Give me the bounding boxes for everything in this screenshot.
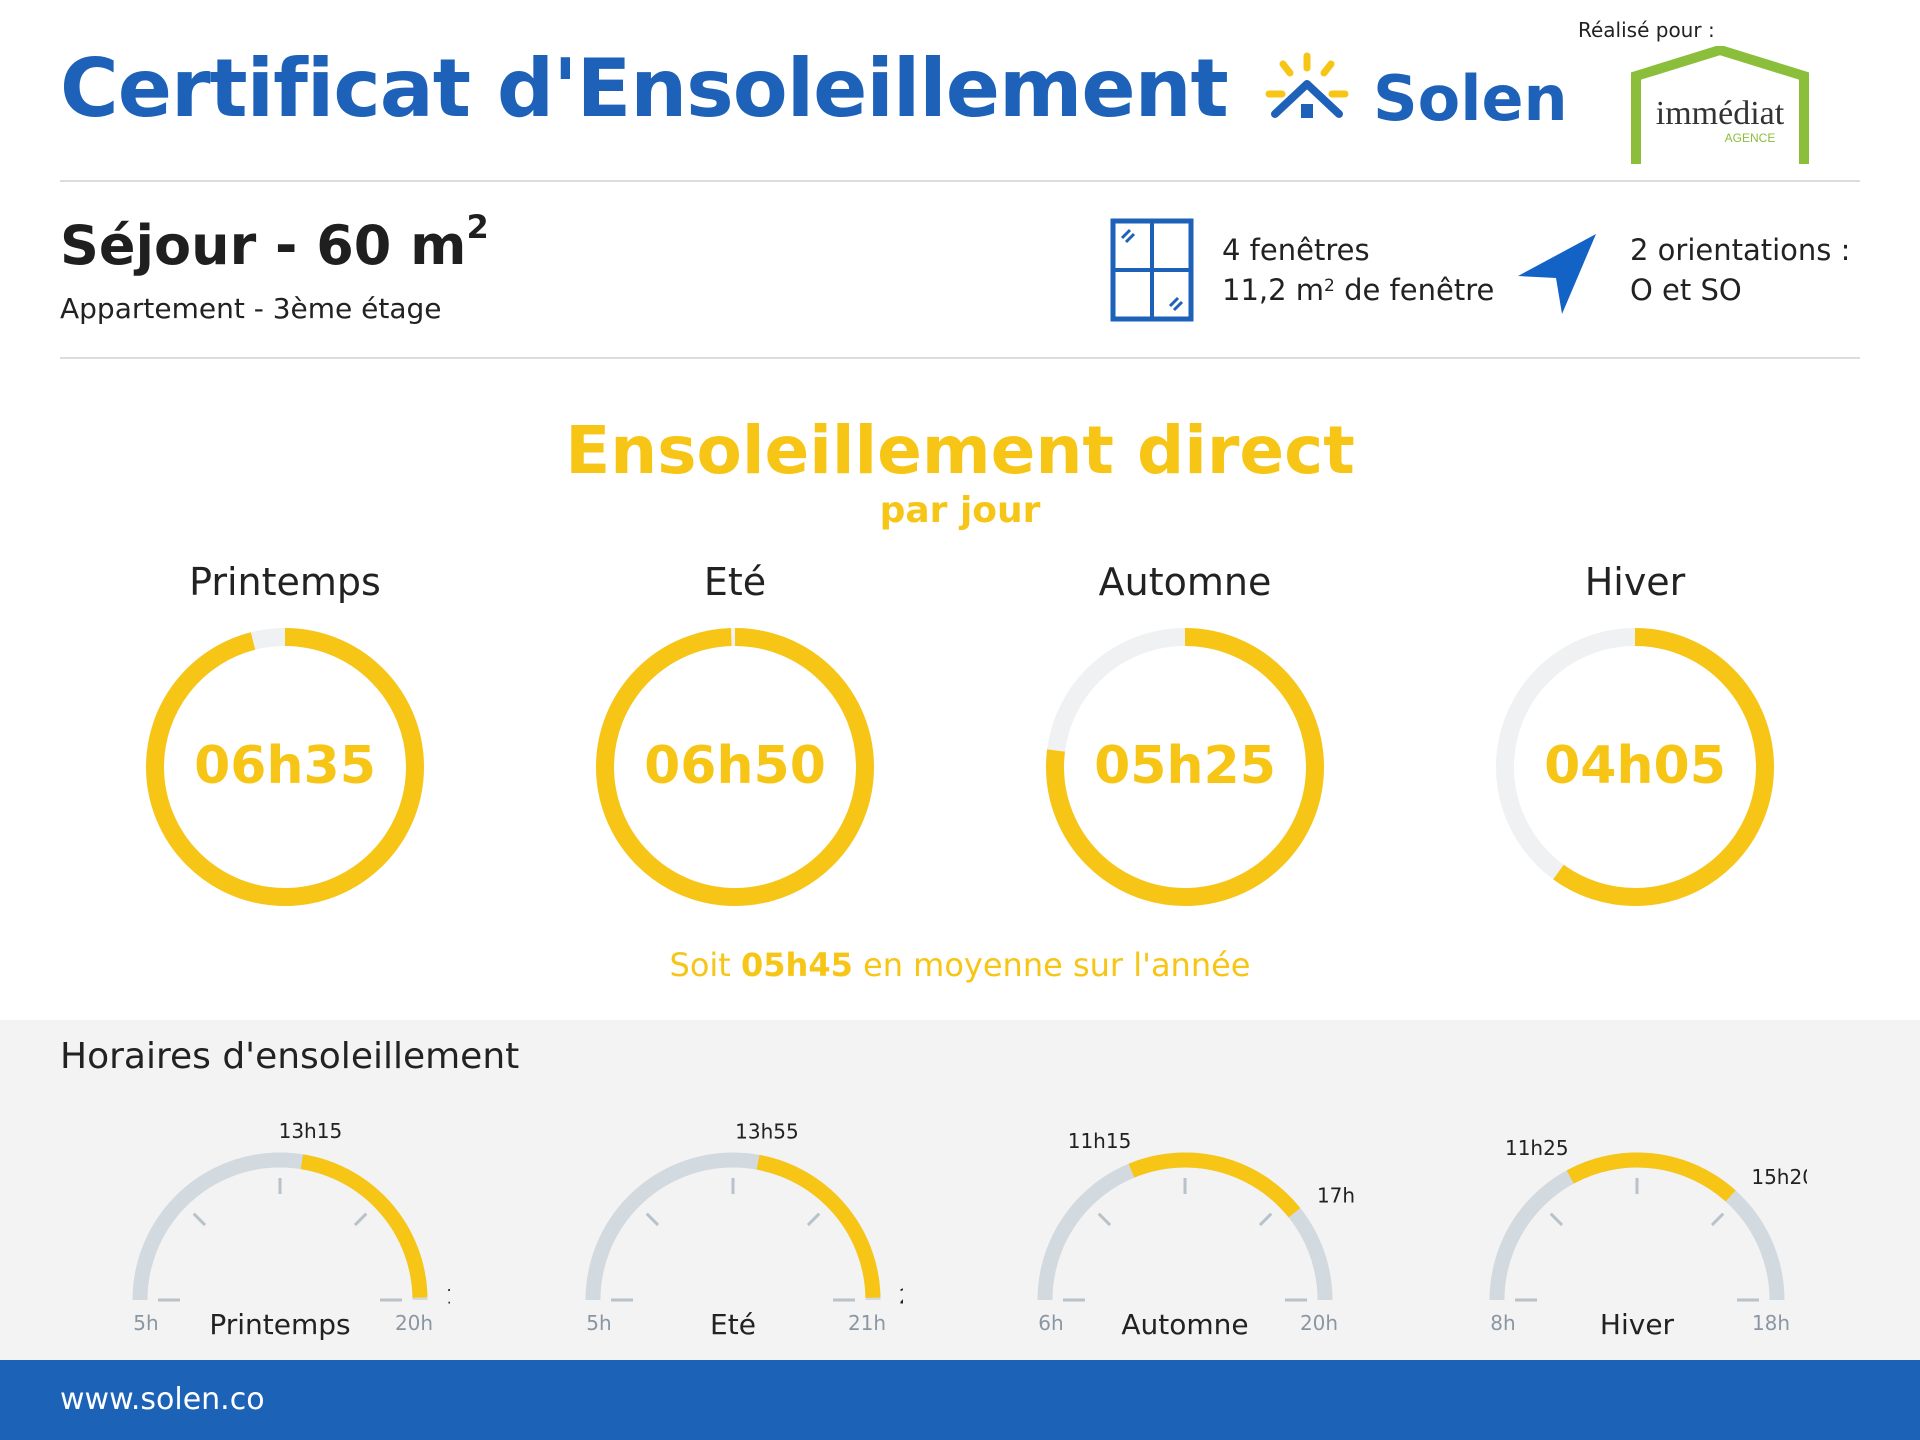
footer-bar — [0, 1360, 1920, 1440]
room-title: Séjour - 60 m2 — [60, 208, 489, 277]
gauge-sun-end: 15h20 — [1751, 1165, 1807, 1189]
gauge-range-start: 8h — [1490, 1311, 1515, 1335]
window-area: 11,2 m2 de fenêtre — [1222, 270, 1494, 310]
gauge-sun-start: 13h55 — [735, 1120, 799, 1144]
ring-progress-arc — [1496, 628, 1774, 906]
agency-name: immédiat — [1656, 95, 1785, 132]
gauge-season-name: Printemps — [209, 1308, 350, 1340]
gauge-range-end: 20h — [395, 1311, 433, 1335]
gauge-tick — [192, 1212, 207, 1227]
duration-printemps: 06h35 — [194, 736, 376, 796]
agency-subtitle: AGENCE — [1725, 131, 1776, 145]
gauge-range-end: 20h — [1300, 1311, 1338, 1335]
window-icon — [1110, 218, 1194, 322]
yearly-average: Soit 05h45 en moyenne sur l'année — [0, 946, 1920, 984]
gauge-range-end: 18h — [1752, 1311, 1790, 1335]
footer-url-link[interactable]: www.solen.co — [60, 1382, 265, 1417]
gauge-range-start: 6h — [1038, 1311, 1063, 1335]
gauge-range-end: 21h — [848, 1311, 886, 1335]
ring-printemps — [146, 628, 424, 906]
gauge-tick — [1549, 1212, 1564, 1227]
gauge-season-name: Hiver — [1600, 1308, 1675, 1340]
gauge-range-start: 5h — [133, 1311, 158, 1335]
gauge-season-name: Eté — [710, 1308, 756, 1340]
orientation-arrow-icon — [1518, 234, 1596, 314]
schedule-section — [0, 1020, 1920, 1360]
orientations-count: 2 orientations : — [1630, 233, 1851, 267]
schedule-title: Horaires d'ensoleillement — [60, 1036, 520, 1077]
ring-automne — [1046, 628, 1324, 906]
gauge-sun-arc — [300, 1154, 428, 1298]
gauge-sun-end: 20h55 — [899, 1284, 903, 1308]
room-name: Séjour - 60 m — [60, 214, 467, 277]
gauge-sun-start: 11h15 — [1068, 1129, 1132, 1153]
ring-progress-arc — [146, 628, 424, 906]
gauge-sun-arc — [756, 1154, 881, 1298]
season-label-ete: Eté — [703, 560, 767, 604]
window-info: 4 fenêtres 11,2 m2 de fenêtre — [1222, 230, 1494, 310]
gauge-sun-arc — [1128, 1152, 1301, 1218]
agency-logo: immédiat AGENCE — [1631, 46, 1809, 164]
gauge-sun-arc — [1566, 1152, 1736, 1202]
gauge-tick — [1710, 1212, 1725, 1227]
ring-progress-arc — [596, 628, 874, 906]
average-suffix: en moyenne sur l'année — [852, 946, 1251, 984]
ring-progress-arc — [1046, 628, 1324, 906]
gauge-tick — [1097, 1212, 1112, 1227]
duration-ete: 06h50 — [644, 736, 826, 796]
duration-automne: 05h25 — [1094, 736, 1276, 796]
direct-sun-subtitle: par jour — [879, 490, 1041, 531]
solen-sun-house-icon — [1265, 52, 1349, 118]
ring-ete — [596, 628, 874, 906]
gauge-printemps: 5h 20h Printemps 13h15 19h55 — [132, 1120, 450, 1340]
season-label-hiver: Hiver — [1584, 560, 1686, 604]
gauge-hiver: 8h 18h Hiver 11h25 15h20 — [1489, 1136, 1807, 1340]
gauge-automne: 6h 20h Automne 11h15 17h00 — [1037, 1129, 1355, 1340]
divider-top — [60, 180, 1860, 182]
orientation-info: 2 orientations : O et SO — [1630, 230, 1850, 310]
divider-middle — [60, 357, 1860, 359]
gauge-tick — [645, 1212, 660, 1227]
windows-count: 4 fenêtres — [1222, 233, 1370, 267]
average-prefix: Soit — [669, 946, 742, 984]
gauge-ete: 5h 21h Eté 13h55 20h55 — [585, 1120, 903, 1340]
average-value: 05h45 — [741, 946, 853, 984]
gauge-sun-end: 19h55 — [446, 1284, 450, 1308]
season-label-printemps: Printemps — [189, 560, 381, 604]
room-subtitle: Appartement - 3ème étage — [60, 292, 442, 325]
season-label-automne: Automne — [1098, 560, 1272, 604]
orientations-values: O et SO — [1630, 273, 1742, 307]
room-name-exponent: 2 — [466, 208, 489, 246]
gauge-range-start: 5h — [586, 1311, 611, 1335]
window-area-suffix: de fenêtre — [1334, 273, 1495, 307]
gauge-sun-start: 13h15 — [279, 1120, 343, 1143]
ring-hiver — [1496, 628, 1774, 906]
window-area-exponent: 2 — [1324, 276, 1335, 296]
gauge-season-name: Automne — [1121, 1308, 1248, 1340]
gauge-sun-start: 11h25 — [1505, 1136, 1569, 1160]
brand-name: Solen — [1373, 62, 1568, 135]
gauge-sun-end: 17h00 — [1317, 1184, 1355, 1208]
gauge-tick — [353, 1212, 368, 1227]
gauge-tick — [1258, 1212, 1273, 1227]
page-title: Certificat d'Ensoleillement — [60, 42, 1229, 135]
realise-pour-label: Réalisé pour : — [1578, 18, 1715, 42]
duration-hiver: 04h05 — [1544, 736, 1726, 796]
direct-sun-title: Ensoleillement direct — [565, 412, 1355, 489]
window-area-value: 11,2 m — [1222, 273, 1325, 307]
gauge-tick — [806, 1212, 821, 1227]
